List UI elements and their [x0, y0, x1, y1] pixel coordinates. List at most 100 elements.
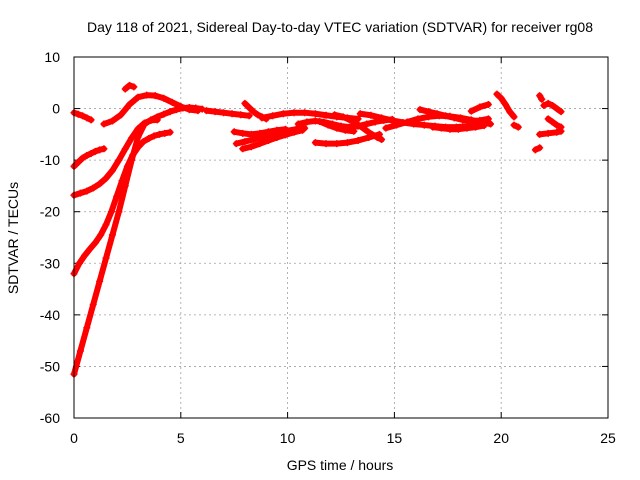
series-arc-y [536, 92, 546, 103]
data-point [145, 134, 153, 142]
data-point [115, 208, 123, 216]
plot-frame [73, 56, 609, 419]
x-tick-label: 5 [177, 430, 185, 446]
data-point [81, 252, 89, 260]
data-point [74, 158, 82, 166]
data-point [450, 114, 458, 122]
x-tick-label: 25 [600, 430, 616, 446]
data-point [153, 116, 161, 124]
data-point [341, 126, 349, 134]
data-point [437, 124, 445, 132]
axis-ticks: 0 5 10 15 20 25 -60 -50 -40 -30 -20 -10 0 10 [40, 49, 616, 446]
series-arc-c [70, 116, 161, 199]
data-point [211, 108, 219, 116]
data-point [497, 94, 505, 102]
y-tick-label: -50 [40, 358, 60, 374]
y-axis-label: SDTVAR / TECUs [5, 182, 21, 294]
series-arc-o [311, 130, 383, 148]
data-point [476, 116, 484, 124]
data-point [350, 127, 358, 135]
data-point [382, 124, 390, 132]
chart-title: Day 118 of 2021, Sidereal Day-to-day VTE… [87, 19, 593, 35]
data-point [91, 239, 99, 247]
data-point [316, 117, 324, 125]
data-point [388, 116, 396, 124]
data-point [548, 101, 556, 109]
data-point [311, 139, 319, 147]
data-point [371, 118, 379, 126]
data-point [245, 112, 253, 120]
data-point [256, 140, 264, 148]
data-point [553, 105, 561, 113]
data-point [166, 128, 174, 136]
data-point [459, 116, 467, 124]
data-point [536, 144, 544, 152]
data-point [553, 121, 561, 129]
data-point [333, 140, 341, 148]
grid-lines [74, 57, 608, 418]
data-point [299, 126, 307, 134]
data-point [553, 128, 561, 136]
data-point [544, 129, 552, 137]
data-point [506, 108, 514, 116]
data-point [185, 106, 193, 114]
data-point [96, 180, 104, 188]
data-point [467, 117, 475, 125]
data-point [367, 111, 375, 119]
data-point [83, 187, 91, 195]
data-point [531, 146, 539, 154]
data-point [86, 245, 94, 253]
data-point [414, 115, 422, 123]
series-arc-p [331, 111, 386, 144]
data-point [134, 93, 142, 101]
data-point [322, 140, 330, 148]
data-point [115, 156, 123, 164]
data-point [442, 112, 450, 120]
x-tick-label: 10 [280, 430, 296, 446]
data-point [331, 111, 339, 119]
y-tick-label: -20 [40, 204, 60, 220]
data-point [493, 90, 501, 98]
data-point [363, 120, 371, 128]
data-point [501, 100, 509, 108]
data-point [420, 121, 428, 129]
data-point [536, 92, 544, 100]
data-point [544, 115, 552, 123]
data-point [510, 113, 518, 121]
data-point [429, 123, 437, 131]
data-points [70, 81, 565, 378]
data-point [89, 184, 97, 192]
series-arc-u [429, 122, 488, 133]
data-point [126, 81, 134, 89]
data-point [237, 111, 245, 119]
data-point [294, 120, 302, 128]
data-point [89, 301, 97, 309]
data-point [102, 174, 110, 182]
data-point [467, 107, 475, 115]
data-point [290, 128, 298, 136]
data-point [160, 94, 168, 102]
y-tick-label: -40 [40, 307, 60, 323]
data-point [139, 138, 147, 146]
data-point [102, 254, 110, 262]
data-point [393, 121, 401, 129]
data-point [484, 115, 492, 123]
data-point [129, 151, 137, 159]
x-tick-label: 15 [387, 430, 403, 446]
data-point [373, 133, 381, 141]
data-point [476, 103, 484, 111]
data-point [333, 124, 341, 132]
data-point [273, 133, 281, 141]
data-point [230, 128, 238, 136]
x-axis-label: GPS time / hours [287, 457, 394, 473]
data-point [433, 110, 441, 118]
data-point [76, 189, 84, 197]
data-point [339, 113, 347, 121]
data-point [484, 100, 492, 108]
data-point [354, 137, 362, 145]
data-point [324, 121, 332, 129]
data-point [108, 166, 116, 174]
data-point [290, 109, 298, 117]
data-point [311, 110, 319, 118]
data-point [75, 259, 83, 267]
